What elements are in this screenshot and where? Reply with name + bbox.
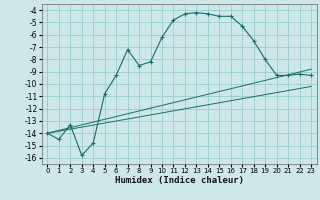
X-axis label: Humidex (Indice chaleur): Humidex (Indice chaleur) — [115, 176, 244, 185]
